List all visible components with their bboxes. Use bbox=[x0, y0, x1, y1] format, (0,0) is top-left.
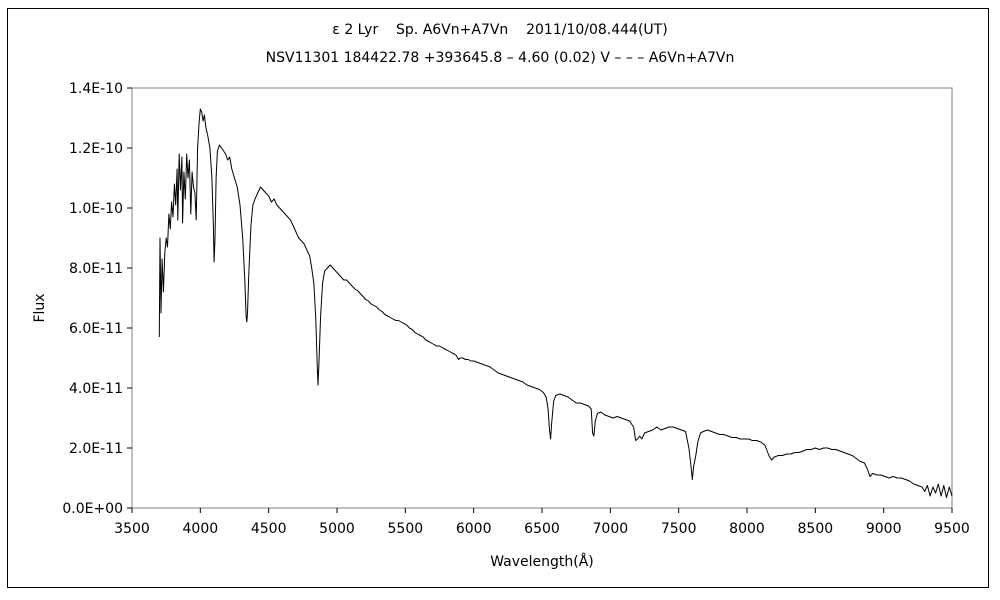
x-tick-label: 7000 bbox=[593, 521, 629, 537]
x-tick-label: 4000 bbox=[183, 521, 219, 537]
series-group bbox=[158, 108, 953, 498]
x-tick-label: 4500 bbox=[251, 521, 287, 537]
x-tick-label: 5500 bbox=[388, 521, 424, 537]
x-tick-label: 9000 bbox=[866, 521, 902, 537]
chart-subtitle: NSV11301 184422.78 +393645.8 – 4.60 (0.0… bbox=[265, 50, 735, 66]
x-tick-label: 6000 bbox=[456, 521, 492, 537]
y-tick-label: 1.4E-10 bbox=[69, 81, 123, 97]
x-axis: 3500 4000 4500 5000 5500 6000 6500 7000 7500 8000… bbox=[114, 508, 970, 537]
y-tick-label: 1.2E-10 bbox=[69, 141, 123, 157]
y-tick-label: 0.0E+00 bbox=[62, 501, 123, 517]
x-axis-label: Wavelength(Å) bbox=[490, 553, 594, 570]
x-tick-label: 9500 bbox=[934, 521, 970, 537]
plot-area bbox=[131, 87, 953, 509]
y-tick-label: 6.0E-11 bbox=[69, 321, 123, 337]
spectrum-line bbox=[158, 108, 953, 498]
y-axis-label: Flux bbox=[32, 293, 48, 322]
x-tick-label: 8500 bbox=[798, 521, 834, 537]
y-tick-label: 4.0E-11 bbox=[69, 381, 123, 397]
y-tick-label: 2.0E-11 bbox=[69, 441, 123, 457]
y-axis: 0.0E+00 2.0E-11 4.0E-11 6.0E-11 8.0E-11 1.0E-… bbox=[62, 81, 132, 517]
x-tick-label: 7500 bbox=[661, 521, 697, 537]
y-tick-label: 8.0E-11 bbox=[69, 261, 123, 277]
x-tick-label: 3500 bbox=[114, 521, 150, 537]
y-tick-label: 1.0E-10 bbox=[69, 201, 123, 217]
x-tick-label: 5000 bbox=[319, 521, 355, 537]
x-tick-label: 8000 bbox=[729, 521, 765, 537]
x-tick-label: 6500 bbox=[524, 521, 560, 537]
chart-title: ε 2 Lyr Sp. A6Vn+A7Vn 2011/10/08.444(UT) bbox=[332, 22, 668, 38]
